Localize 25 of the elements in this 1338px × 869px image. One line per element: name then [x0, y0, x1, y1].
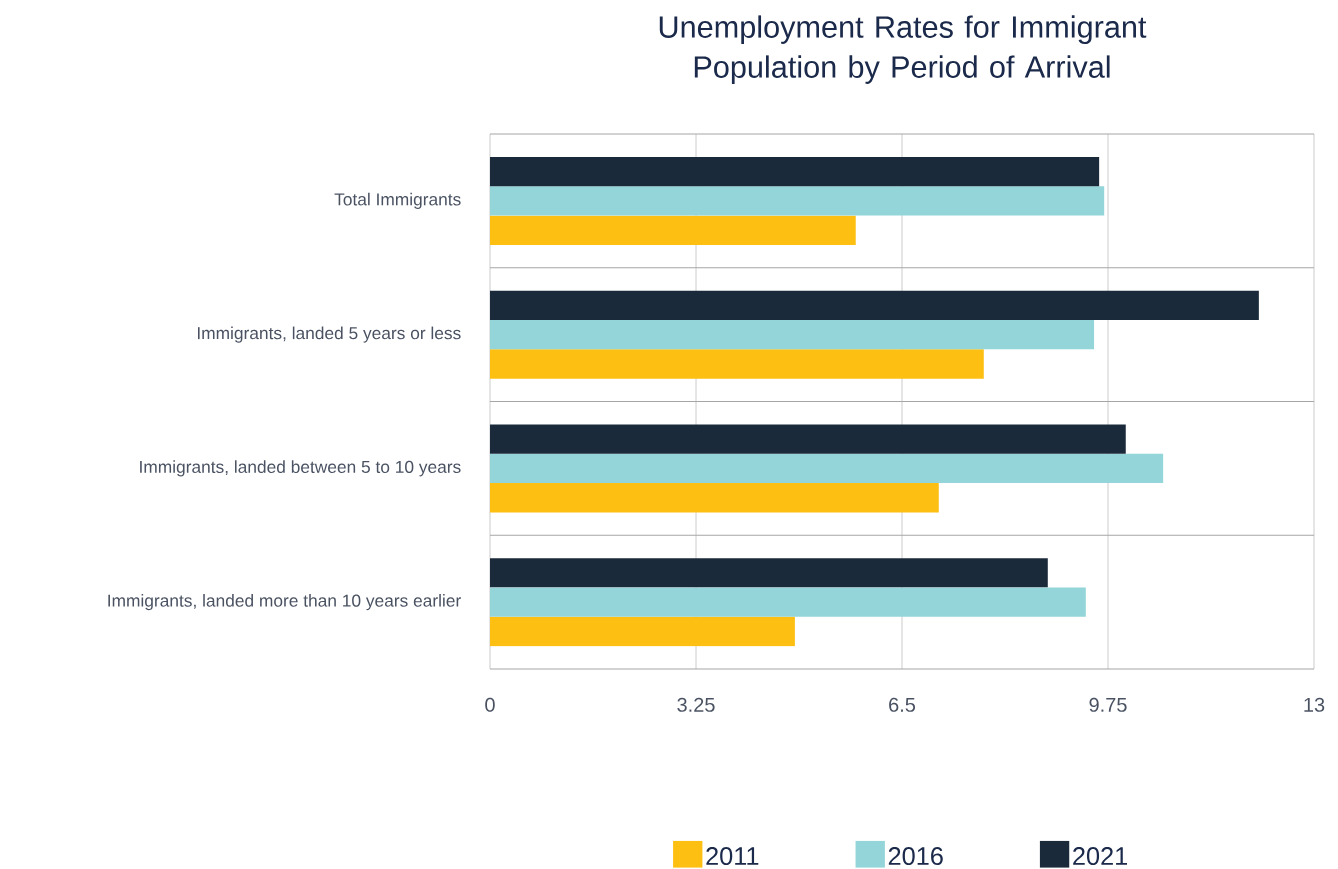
bar — [490, 558, 1048, 588]
y-tick-label: Immigrants, landed more than 10 years earlier — [108, 594, 461, 611]
x-tick-label: 3.25 — [677, 697, 715, 712]
bar — [490, 319, 1095, 350]
legend-label: 2016 — [888, 847, 943, 866]
x-tick-label: 6.5 — [889, 697, 916, 712]
x-tick-label: 9.75 — [1089, 697, 1127, 712]
legend-label: 2011 — [706, 847, 759, 866]
bar — [490, 156, 1100, 187]
bar — [490, 349, 984, 379]
bar — [490, 453, 1164, 484]
x-tick-label: 13 — [1304, 697, 1325, 712]
y-tick-label: Immigrants, landed 5 years or less — [197, 326, 461, 343]
bar — [490, 290, 1259, 320]
bar — [490, 186, 1105, 216]
bar — [490, 483, 939, 513]
legend-label: 2021 — [1073, 847, 1127, 866]
bar — [490, 587, 1086, 617]
bar — [490, 424, 1126, 454]
chart-title: Unemployment Rates for Immigrant Population by Period of Arrival — [659, 15, 1147, 84]
bar — [490, 215, 856, 245]
bar — [490, 616, 795, 647]
y-tick-label: Immigrants, landed between 5 to 10 years — [140, 460, 461, 477]
y-tick-label: Total Immigrants — [334, 192, 461, 209]
x-tick-label: 0 — [485, 697, 495, 712]
